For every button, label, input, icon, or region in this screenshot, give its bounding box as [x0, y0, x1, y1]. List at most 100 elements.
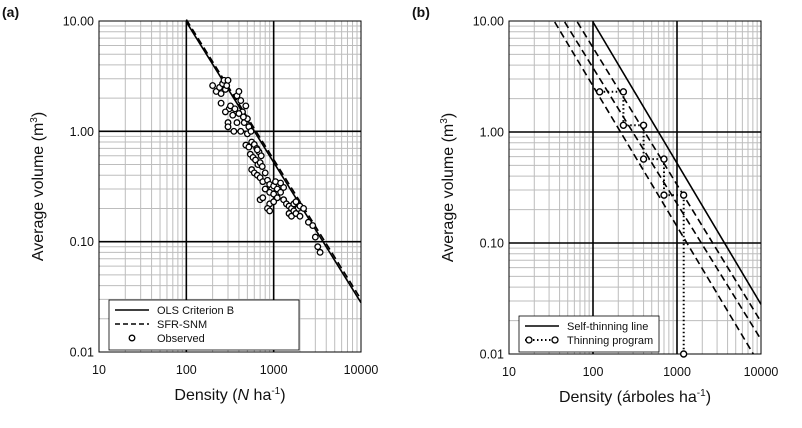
thinning-point — [660, 155, 668, 163]
observed-point — [237, 127, 245, 135]
thinning-point — [619, 88, 628, 96]
y-tick-label: 0.10 — [70, 235, 94, 249]
panel-b-plot-frame — [508, 20, 762, 355]
panel-a-series-lines — [185, 19, 362, 304]
observed-point — [277, 179, 285, 187]
x-tick-label: 10 — [92, 363, 106, 377]
observed-point — [237, 97, 245, 105]
panel-b-legend: Self-thinning line Thinning program — [518, 315, 660, 353]
x-axis-title: Density (N ha-1) — [174, 386, 285, 404]
panel-b-y-tick-labels: 10.00 1.00 0.10 0.01 — [473, 15, 504, 362]
observed-point — [258, 163, 266, 170]
legend-label: Thinning program — [567, 335, 653, 347]
observed-point — [261, 185, 269, 193]
y-tick-label: 10.00 — [473, 15, 504, 29]
dashed-series-line — [554, 21, 754, 355]
legend-marker-circle — [551, 336, 559, 344]
legend-box — [108, 299, 300, 351]
observed-point — [311, 233, 319, 241]
legend-marker-circle — [525, 336, 533, 344]
panel-b-label: (b) — [412, 4, 430, 20]
observed-point — [245, 143, 253, 151]
panel-b-series-lines — [554, 21, 762, 355]
y-axis-title: Average volume (m3) — [29, 112, 47, 261]
observed-point — [314, 243, 322, 251]
legend-marker-circle — [128, 334, 136, 342]
observed-point — [270, 198, 278, 206]
observed-point — [316, 248, 324, 256]
observed-point — [296, 212, 304, 220]
observed-point — [292, 198, 300, 206]
legend-box — [518, 315, 660, 353]
observed-point — [235, 87, 243, 95]
thinning-point — [660, 191, 668, 199]
observed-point — [277, 188, 285, 196]
panel-b-x-tick-labels: 10 100 1000 10000 — [502, 365, 778, 379]
solid-series-line — [185, 21, 362, 304]
legend-label: OLS Criterion B — [157, 305, 234, 317]
observed-point — [253, 146, 261, 154]
observed-point — [224, 123, 232, 131]
x-tick-label: 100 — [583, 365, 604, 379]
panel-a-x-tick-labels: 10 100 1000 10000 — [92, 363, 378, 377]
x-tick-label: 10 — [502, 365, 516, 379]
observed-point — [257, 152, 265, 160]
thinning-point — [679, 191, 688, 199]
observed-point — [247, 127, 255, 135]
observed-point — [261, 169, 269, 177]
observed-point — [242, 102, 250, 110]
legend-label: Self-thinning line — [567, 321, 648, 333]
panel-b-major-gridlines — [509, 21, 761, 354]
y-tick-label: 0.01 — [480, 348, 504, 362]
observed-point — [217, 90, 225, 98]
observed-point — [221, 108, 229, 116]
panel-b-gridlines — [509, 21, 761, 354]
thinning-point — [619, 121, 628, 129]
x-axis-title: Density (árboles ha-1) — [559, 388, 711, 406]
panel-b-thinning-points — [595, 88, 688, 358]
observed-point — [304, 218, 312, 226]
x-tick-label: 10000 — [744, 365, 779, 379]
observed-point — [231, 105, 239, 113]
panel-a-gridlines — [99, 21, 361, 352]
observed-point — [209, 82, 217, 89]
thinning-point — [639, 121, 648, 129]
panel-b: (b) 10.00 1.00 0.10 0.01 10 100 1000 100… — [412, 4, 778, 406]
y-tick-label: 0.01 — [70, 346, 94, 360]
dashed-series-line — [576, 21, 762, 323]
y-tick-label: 0.10 — [480, 237, 504, 251]
panel-a-label: (a) — [2, 4, 19, 20]
solid-series-line — [592, 21, 762, 305]
y-axis-title: Average volume (m3) — [439, 113, 457, 262]
y-tick-label: 1.00 — [70, 125, 94, 139]
legend-label: Observed — [157, 333, 205, 345]
y-tick-label: 10.00 — [63, 15, 94, 29]
observed-point — [229, 111, 237, 119]
panel-a-y-tick-labels: 10.00 1.00 0.10 0.01 — [63, 15, 94, 360]
thinning-program-path — [599, 90, 685, 354]
panel-a-legend: OLS Criterion B SFR-SNM Observed — [108, 299, 300, 351]
panel-a-observed-points — [209, 76, 324, 256]
observed-point — [300, 205, 308, 212]
observed-point — [309, 222, 317, 229]
panel-a-plot-frame — [98, 20, 362, 353]
x-tick-label: 100 — [176, 363, 197, 377]
y-tick-label: 1.00 — [480, 126, 504, 140]
observed-point — [266, 207, 274, 215]
observed-point — [235, 110, 243, 117]
thinning-point — [679, 350, 688, 358]
panel-a: (a) 10.00 1.00 0.10 0.01 10 100 1000 100… — [2, 4, 378, 404]
thinning-point — [595, 88, 604, 96]
x-tick-label: 1000 — [663, 365, 691, 379]
thinning-point — [639, 155, 648, 163]
observed-point — [239, 113, 247, 121]
observed-point — [217, 99, 225, 107]
dashed-series-line — [563, 21, 762, 340]
x-tick-label: 1000 — [260, 363, 288, 377]
observed-point — [230, 127, 238, 135]
x-tick-label: 10000 — [344, 363, 379, 377]
legend-label: SFR-SNM — [157, 319, 207, 331]
observed-point — [233, 119, 241, 127]
observed-point — [259, 194, 267, 202]
